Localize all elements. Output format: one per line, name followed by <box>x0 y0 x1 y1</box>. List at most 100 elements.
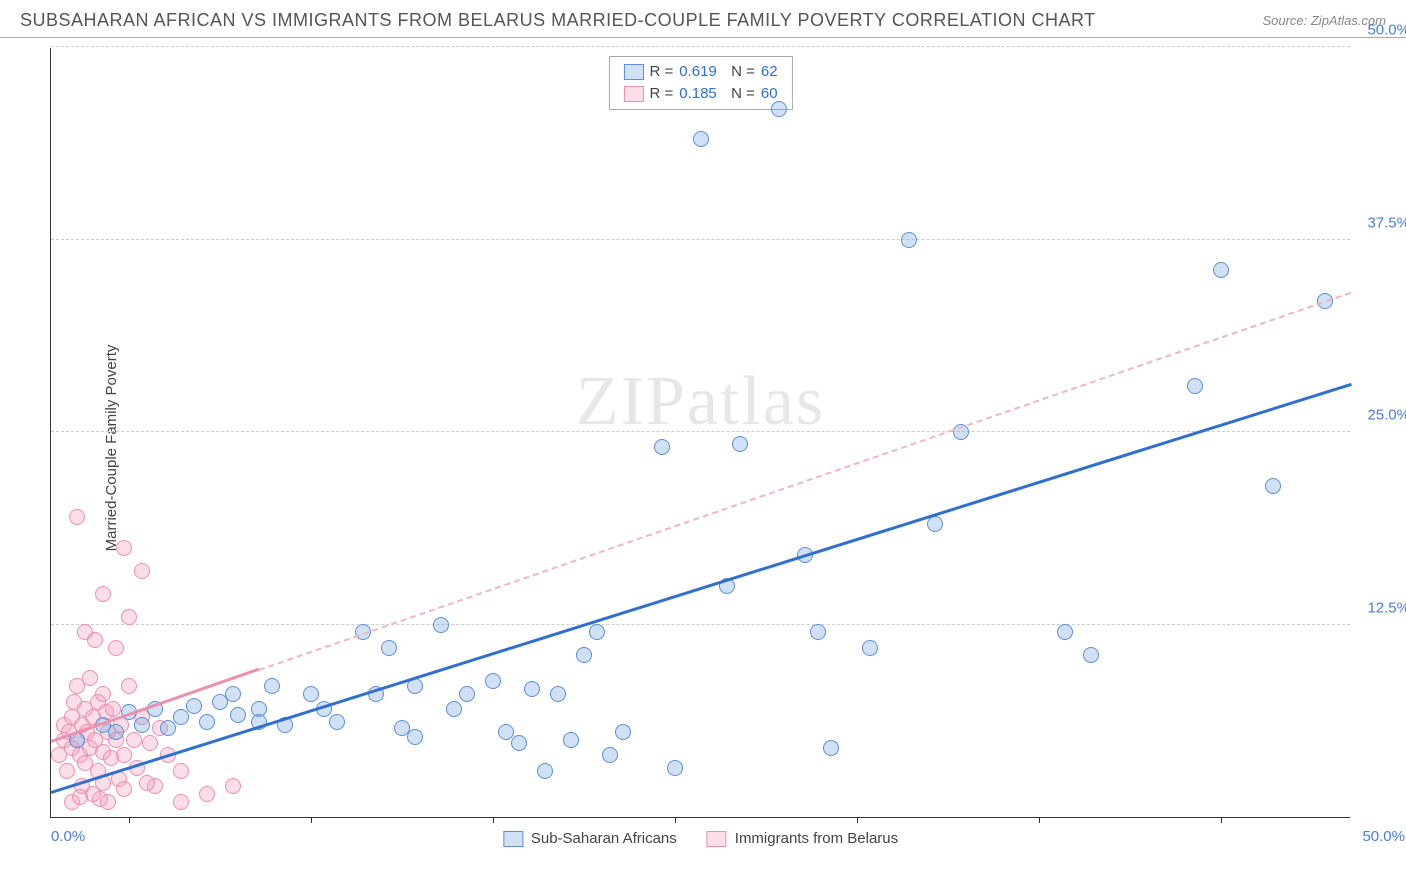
x-tick <box>857 817 858 823</box>
scatter-point-blue <box>771 101 787 117</box>
scatter-point-blue <box>901 232 917 248</box>
scatter-point-pink <box>199 786 215 802</box>
legend-row-pink: R = 0.185 N = 60 <box>623 83 777 105</box>
scatter-point-blue <box>446 701 462 717</box>
legend-label-pink: Immigrants from Belarus <box>735 830 898 847</box>
scatter-point-blue <box>667 760 683 776</box>
x-tick <box>129 817 130 823</box>
scatter-point-blue <box>576 647 592 663</box>
scatter-point-pink <box>225 778 241 794</box>
scatter-point-blue <box>303 686 319 702</box>
scatter-point-blue <box>134 717 150 733</box>
legend-r-pink: 0.185 <box>679 83 717 105</box>
watermark: ZIPatlas <box>576 362 825 442</box>
scatter-point-pink <box>173 794 189 810</box>
scatter-point-blue <box>329 714 345 730</box>
y-tick-label: 12.5% <box>1367 599 1406 616</box>
x-tick <box>675 817 676 823</box>
scatter-point-blue <box>537 763 553 779</box>
scatter-point-pink <box>116 540 132 556</box>
scatter-point-blue <box>732 436 748 452</box>
legend-row-blue: R = 0.619 N = 62 <box>623 61 777 83</box>
y-tick-label: 37.5% <box>1367 214 1406 231</box>
scatter-point-blue <box>264 678 280 694</box>
scatter-point-pink <box>100 794 116 810</box>
gridline-h <box>51 624 1350 625</box>
scatter-point-blue <box>511 735 527 751</box>
swatch-pink <box>623 86 643 102</box>
chart-area: Married-Couple Family Poverty ZIPatlas 0… <box>0 38 1406 858</box>
scatter-point-pink <box>121 609 137 625</box>
scatter-point-blue <box>654 439 670 455</box>
scatter-point-pink <box>72 789 88 805</box>
scatter-point-blue <box>225 686 241 702</box>
scatter-point-pink <box>139 775 155 791</box>
scatter-point-blue <box>186 698 202 714</box>
x-tick <box>1221 817 1222 823</box>
scatter-point-blue <box>524 681 540 697</box>
scatter-point-blue <box>407 729 423 745</box>
legend-label-blue: Sub-Saharan Africans <box>531 830 677 847</box>
scatter-point-blue <box>1187 378 1203 394</box>
scatter-point-blue <box>862 640 878 656</box>
legend-series: Sub-Saharan Africans Immigrants from Bel… <box>503 830 898 847</box>
swatch-blue <box>623 64 643 80</box>
scatter-point-pink <box>95 686 111 702</box>
x-tick <box>311 817 312 823</box>
scatter-point-blue <box>160 720 176 736</box>
scatter-point-blue <box>927 516 943 532</box>
scatter-point-blue <box>1057 624 1073 640</box>
scatter-point-blue <box>459 686 475 702</box>
trendline-pink-dash <box>259 291 1352 670</box>
legend-correlation: R = 0.619 N = 62 R = 0.185 N = 60 <box>608 56 792 110</box>
scatter-point-blue <box>1213 262 1229 278</box>
gridline-h <box>51 46 1350 47</box>
scatter-point-blue <box>1083 647 1099 663</box>
scatter-point-pink <box>108 640 124 656</box>
legend-r-label: R = <box>649 83 673 105</box>
y-tick-label: 25.0% <box>1367 407 1406 424</box>
scatter-point-blue <box>693 131 709 147</box>
scatter-point-pink <box>82 670 98 686</box>
trendline-blue <box>51 383 1352 794</box>
y-tick-label: 50.0% <box>1367 22 1406 39</box>
x-tick <box>1039 817 1040 823</box>
scatter-point-pink <box>116 747 132 763</box>
scatter-point-pink <box>95 586 111 602</box>
legend-r-label: R = <box>649 61 673 83</box>
scatter-point-pink <box>134 563 150 579</box>
legend-n-label: N = <box>723 61 755 83</box>
scatter-point-blue <box>173 709 189 725</box>
swatch-blue <box>503 831 523 847</box>
scatter-point-pink <box>142 735 158 751</box>
legend-item-blue: Sub-Saharan Africans <box>503 830 677 847</box>
scatter-point-pink <box>105 701 121 717</box>
legend-r-blue: 0.619 <box>679 61 717 83</box>
scatter-point-blue <box>615 724 631 740</box>
scatter-point-pink <box>126 732 142 748</box>
scatter-point-blue <box>230 707 246 723</box>
scatter-point-blue <box>108 724 124 740</box>
x-max-label: 50.0% <box>1362 828 1405 845</box>
gridline-h <box>51 239 1350 240</box>
scatter-point-pink <box>87 632 103 648</box>
scatter-point-blue <box>433 617 449 633</box>
scatter-point-blue <box>563 732 579 748</box>
scatter-point-blue <box>589 624 605 640</box>
scatter-point-pink <box>59 763 75 779</box>
gridline-h <box>51 431 1350 432</box>
scatter-point-blue <box>823 740 839 756</box>
scatter-point-pink <box>69 509 85 525</box>
scatter-point-pink <box>173 763 189 779</box>
plot-region: ZIPatlas 0.0% 50.0% R = 0.619 N = 62 R =… <box>50 48 1350 818</box>
swatch-pink <box>707 831 727 847</box>
scatter-point-blue <box>199 714 215 730</box>
scatter-point-blue <box>381 640 397 656</box>
scatter-point-pink <box>121 678 137 694</box>
scatter-point-blue <box>602 747 618 763</box>
chart-title: SUBSAHARAN AFRICAN VS IMMIGRANTS FROM BE… <box>20 10 1096 31</box>
scatter-point-blue <box>485 673 501 689</box>
x-tick <box>493 817 494 823</box>
scatter-point-blue <box>1265 478 1281 494</box>
x-min-label: 0.0% <box>51 828 85 845</box>
